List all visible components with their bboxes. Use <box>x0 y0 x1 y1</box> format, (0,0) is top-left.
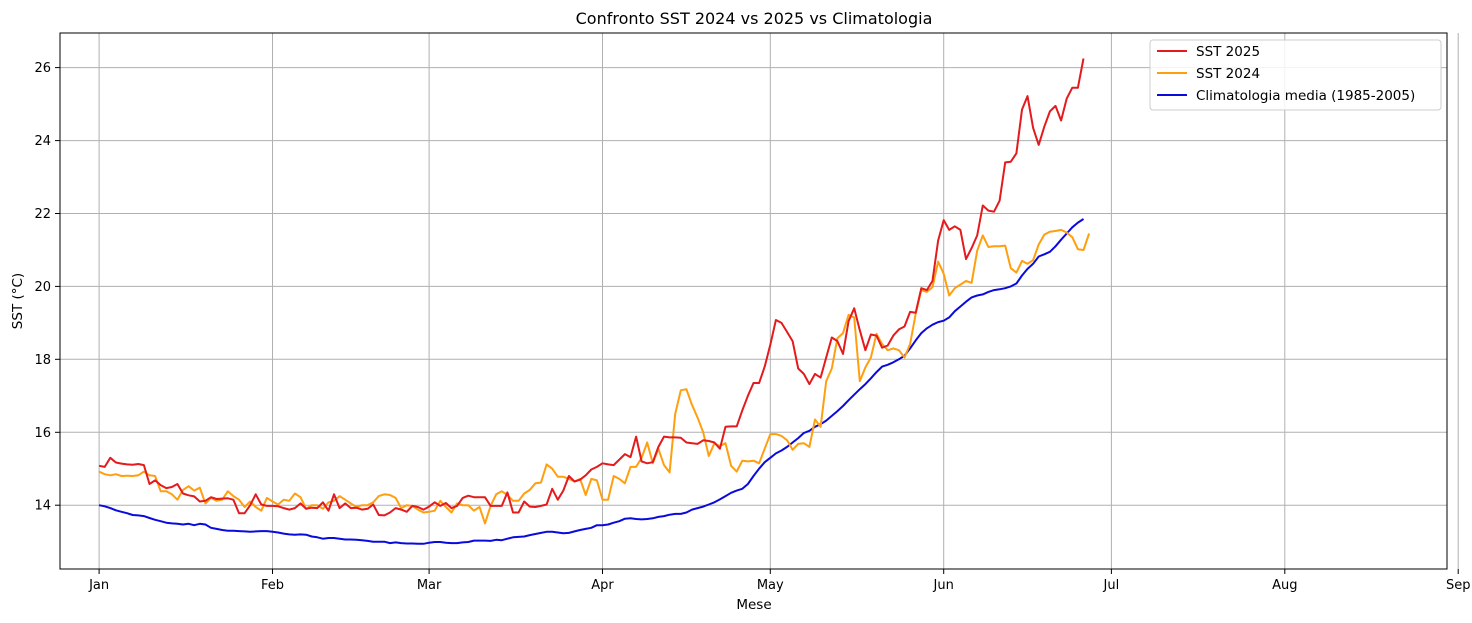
x-tick-label: May <box>757 578 784 593</box>
y-axis-ticks: 14 16 18 20 22 24 26 <box>34 61 60 514</box>
x-tick-label: Jun <box>933 578 954 593</box>
y-tick-label: 16 <box>34 426 51 441</box>
x-tick-label: Aug <box>1272 578 1297 593</box>
legend: SST 2025 SST 2024 Climatologia media (1985… <box>1149 39 1442 111</box>
series-line-climatologia-media-1985-2005 <box>98 218 1085 545</box>
series-layer <box>98 58 1091 545</box>
x-tick-label: Mar <box>417 578 442 593</box>
x-tick-label: Jan <box>88 578 109 593</box>
series-line-sst-2025 <box>98 58 1085 517</box>
x-axis-label: Mese <box>736 597 771 613</box>
series-line-sst-2024 <box>98 228 1091 525</box>
y-tick-label: 26 <box>34 61 51 76</box>
legend-entry-label: SST 2024 <box>1196 66 1260 82</box>
y-tick-label: 14 <box>34 499 51 514</box>
x-tick-label: Apr <box>591 578 614 593</box>
y-axis-label: SST (°C) <box>10 273 26 329</box>
grid-lines <box>60 33 1459 569</box>
x-tick-label: Sep <box>1446 578 1471 593</box>
y-tick-label: 22 <box>34 207 51 222</box>
y-tick-label: 24 <box>34 134 51 149</box>
x-tick-label: Jul <box>1103 578 1120 593</box>
legend-box <box>1149 39 1442 111</box>
x-axis-ticks: Jan Feb Mar Apr May Jun Jul Aug Sep <box>88 569 1470 593</box>
legend-entry-label: SST 2025 <box>1196 44 1260 60</box>
y-tick-label: 18 <box>34 353 51 368</box>
x-tick-label: Feb <box>261 578 284 593</box>
chart-title: Confronto SST 2024 vs 2025 vs Climatolog… <box>576 9 933 28</box>
y-tick-label: 20 <box>34 280 51 295</box>
plot-frame <box>59 32 1448 570</box>
legend-entry-label: Climatologia media (1985-2005) <box>1196 88 1415 104</box>
